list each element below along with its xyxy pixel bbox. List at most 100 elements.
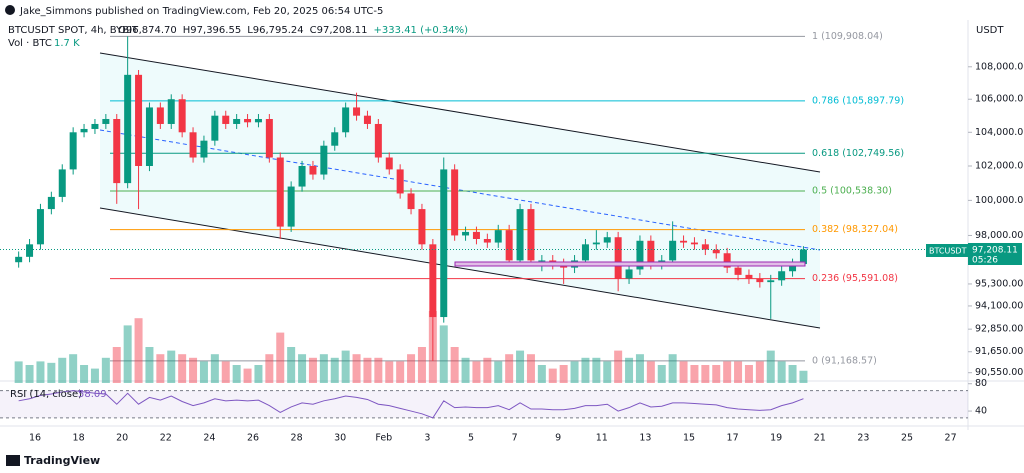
candle-body xyxy=(581,244,589,261)
volume-bar xyxy=(635,354,644,383)
y-tick-label: 91,650.00 xyxy=(975,346,1023,357)
x-tick-label: 15 xyxy=(683,433,695,444)
x-tick-label: 23 xyxy=(857,433,869,444)
volume-bar xyxy=(505,354,514,383)
candle-body xyxy=(342,107,350,133)
y-tick-label: 95,300.00 xyxy=(975,278,1023,289)
x-tick-label: 28 xyxy=(291,433,303,444)
volume-bar xyxy=(712,365,721,383)
x-tick-label: 13 xyxy=(639,433,651,444)
candle-body xyxy=(58,169,66,197)
volume-bar xyxy=(330,357,339,383)
symbol: BTCUSDT SPOT, 4h, BYBIT xyxy=(8,25,139,36)
candle-body xyxy=(440,169,448,318)
volume-bar xyxy=(766,350,775,383)
volume-bar xyxy=(472,361,481,383)
x-tick-label: 27 xyxy=(945,433,957,444)
volume-bar xyxy=(690,365,699,383)
x-tick-label: 25 xyxy=(901,433,913,444)
candle-body xyxy=(429,244,437,318)
candle-body xyxy=(734,267,742,275)
y-tick-label: 104,000.00 xyxy=(975,127,1024,138)
volume-bar xyxy=(592,357,601,383)
volume-bar xyxy=(112,347,121,383)
candle-body xyxy=(320,145,328,175)
candle-body xyxy=(799,249,807,265)
candle-body xyxy=(494,230,502,243)
currency: USDT xyxy=(976,25,1004,36)
volume-bar xyxy=(646,361,655,383)
candle-body xyxy=(233,118,241,124)
candle-body xyxy=(47,196,55,210)
candle-body xyxy=(451,169,459,236)
range-box xyxy=(454,261,806,267)
candle-body xyxy=(669,240,677,261)
candle-body xyxy=(385,157,393,170)
volume-bar xyxy=(374,357,383,383)
volume-bar xyxy=(417,347,426,383)
candle-body xyxy=(712,249,720,254)
volume-bar xyxy=(799,370,808,383)
volume-bar xyxy=(341,350,350,383)
x-tick-label: 30 xyxy=(334,433,346,444)
x-tick-label: 11 xyxy=(596,433,608,444)
volume-bar xyxy=(777,361,786,383)
candle-body xyxy=(701,244,709,250)
x-tick-label: 9 xyxy=(555,433,561,444)
rsi-tick-label: 80 xyxy=(975,378,987,389)
volume-bar xyxy=(199,361,208,383)
candle-body xyxy=(723,253,731,268)
volume-bar xyxy=(69,354,78,383)
volume-bar xyxy=(788,365,797,383)
candle-body xyxy=(614,237,622,279)
candle-body xyxy=(211,115,219,141)
candle-body xyxy=(538,260,546,262)
candle-body xyxy=(244,118,252,123)
candle-body xyxy=(756,278,764,283)
volume-bar xyxy=(189,357,198,383)
candle-body xyxy=(167,99,175,124)
volume-bar xyxy=(47,362,56,383)
x-tick-label: 24 xyxy=(203,433,215,444)
candle-body xyxy=(309,166,317,175)
brand: TradingView xyxy=(24,454,100,467)
fib-label: 1 (109,908.04) xyxy=(812,31,883,42)
volume-bar xyxy=(679,361,688,383)
volume-bar xyxy=(744,365,753,383)
candle-body xyxy=(407,193,415,210)
x-tick-label: Feb xyxy=(375,433,392,444)
candle-body xyxy=(636,240,644,270)
volume-bar xyxy=(352,354,361,383)
publisher-line: Jake_Simmons published on TradingView.co… xyxy=(19,6,383,17)
y-tick-label: 102,000.00 xyxy=(975,161,1024,172)
volume-bar xyxy=(439,325,448,383)
volume-bar xyxy=(581,357,590,383)
volume-bar xyxy=(516,350,525,383)
candle-body xyxy=(124,74,132,184)
channel-lower xyxy=(99,207,821,329)
volume-bar xyxy=(570,361,579,383)
candle-body xyxy=(374,123,382,158)
volume-bar xyxy=(134,318,143,383)
rsi-line xyxy=(18,390,804,419)
publisher-icon xyxy=(5,5,15,15)
volume-bar xyxy=(25,365,34,383)
volume-bar xyxy=(603,361,612,383)
volume-bar xyxy=(101,357,110,383)
rsi-tick-label: 40 xyxy=(975,406,987,417)
y-tick-label: 90,550.00 xyxy=(975,367,1023,378)
candle-body xyxy=(265,118,273,158)
volume-bar xyxy=(90,368,99,383)
volume-bar xyxy=(167,350,176,383)
candle-body xyxy=(680,240,688,243)
candle-body xyxy=(625,269,633,279)
x-tick-label: 20 xyxy=(116,433,128,444)
candle-body xyxy=(516,209,524,261)
volume-bar xyxy=(308,357,317,383)
candle-body xyxy=(69,132,77,170)
countdown: 05:26 xyxy=(972,256,998,266)
symbol-tag-text: BTCUSDT xyxy=(929,247,967,256)
volume-bar xyxy=(156,354,165,383)
candle-body xyxy=(505,230,513,261)
rsi-band xyxy=(0,390,968,418)
